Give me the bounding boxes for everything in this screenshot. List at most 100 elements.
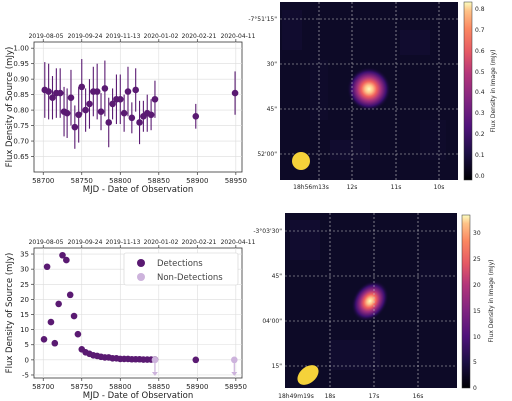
cbar-tick: 5	[473, 359, 477, 366]
cbar-tick: 0.3	[475, 110, 485, 117]
detection-point	[70, 312, 78, 320]
y-axis-label: Flux Density of Source (mJy)	[5, 253, 15, 374]
detection-point	[74, 330, 82, 338]
date-tick: 2019-09-24	[68, 33, 103, 40]
legend-detection-marker	[137, 259, 145, 267]
date-tick: 2020-01-02	[144, 33, 179, 40]
y-tick-label: -5	[22, 371, 29, 379]
y-tick-labels: -5 0 5 10 15 20 25 30 35	[20, 251, 29, 380]
background-noise	[290, 220, 450, 370]
date-tick: 2020-04-11	[221, 33, 256, 40]
x-tick-label: 58900	[186, 177, 208, 185]
y-tick-label: 10	[20, 326, 29, 334]
data-point	[116, 95, 124, 103]
y-tick-label: 0.70	[13, 138, 29, 146]
cbar-tick: 0.0	[475, 173, 485, 180]
y-tick-label: 25	[20, 281, 29, 289]
date-tick: 2020-02-21	[182, 33, 217, 40]
data-point	[147, 111, 155, 119]
x-axis-label: MJD - Date of Observation	[83, 391, 194, 401]
date-tick: 2020-04-11	[221, 239, 256, 246]
dec-tick: 04'00"	[262, 318, 282, 325]
cbar-tick: 0.4	[475, 89, 485, 96]
dec-tick: 15"	[272, 363, 283, 370]
data-marks	[40, 251, 238, 376]
detection-point	[55, 300, 62, 308]
x-tick-label: 58750	[71, 383, 93, 391]
detection-point	[66, 291, 74, 299]
data-point	[86, 100, 93, 108]
plot-area	[33, 41, 243, 173]
dec-tick: 52'00"	[257, 151, 277, 158]
y-tick-label: 20	[20, 296, 29, 304]
top-date-axis: 2019-08-05 2019-09-24 2019-11-13 2020-01…	[29, 33, 256, 40]
x-tick-labels: 58700 58750 58800 58850 58900 58950	[32, 383, 247, 391]
ra-tick: 17s	[369, 393, 380, 400]
nondetection-point	[151, 356, 159, 364]
colorbar-ticks: 0.0 0.1 0.2 0.3 0.4 0.5 0.6 0.7 0.8	[475, 6, 485, 180]
x-tick-label: 58800	[109, 177, 131, 185]
data-marks	[41, 59, 239, 149]
date-tick: 2019-11-13	[106, 33, 141, 40]
ra-tick: 16s	[413, 393, 424, 400]
coordinate-grid	[280, 2, 458, 180]
cbar-tick: 0.2	[475, 131, 485, 138]
detection-point	[51, 339, 59, 347]
y-tick-label: 0.90	[13, 76, 29, 84]
upper-limit-arrowhead	[151, 371, 158, 376]
x-tick-label: 58950	[225, 383, 247, 391]
data-point	[75, 111, 82, 119]
radio-source	[351, 280, 389, 322]
detection-point	[40, 336, 48, 343]
data-point	[136, 119, 143, 126]
cbar-tick: 0.5	[475, 69, 485, 76]
top-date-axis: 2019-08-05 2019-09-24 2019-11-13 2020-01…	[29, 239, 256, 246]
colorbar-ticks: 0 5 10 15 20 25 30	[473, 230, 481, 392]
detection-point	[63, 256, 70, 264]
date-tick: 2019-09-24	[68, 239, 103, 246]
date-tick: 2020-01-02	[144, 239, 179, 246]
detection-point	[47, 318, 55, 326]
ra-tick: 12s	[347, 184, 358, 191]
colorbar-label: Flux Density in Image (mJy)	[488, 259, 495, 342]
detection-point	[43, 263, 51, 271]
data-point	[231, 89, 239, 97]
y-tick-label: 35	[20, 251, 29, 259]
x-axis-label: MJD - Date of Observation	[83, 185, 194, 195]
x-tick-label: 58700	[32, 177, 54, 185]
data-point	[63, 109, 71, 117]
data-point	[71, 123, 79, 131]
cbar-tick: 0.6	[475, 48, 485, 55]
data-point	[128, 114, 136, 122]
data-point	[45, 88, 52, 95]
data-point	[151, 95, 159, 103]
data-point	[124, 88, 132, 95]
colorbar	[463, 1, 473, 181]
cbar-tick: 0.1	[475, 152, 485, 159]
radio-image-top: -7°51'15" 30" 45" 52'00" 18h56m13s 12s 1…	[248, 1, 497, 191]
data-point	[78, 83, 86, 91]
data-point	[192, 112, 200, 120]
background-noise	[282, 10, 446, 160]
y-tick-labels: 0.65 0.70 0.75 0.80 0.85 0.90 0.95 1.00	[13, 45, 29, 161]
data-point	[132, 86, 139, 94]
radio-image-bottom: -3°03'30" 45" 04'00" 15" 18h49m19s 18s 1…	[253, 213, 495, 400]
dec-tick: -7°51'15"	[248, 16, 277, 23]
cbar-tick: 0.7	[475, 27, 485, 34]
cbar-tick: 10	[473, 334, 481, 341]
radio-source	[347, 67, 391, 111]
data-point	[120, 109, 128, 117]
colorbar-label: Flux Density in Image (mJy)	[490, 49, 497, 132]
x-tick-label: 58800	[109, 383, 131, 391]
ra-tick: 10s	[434, 184, 445, 191]
cbar-tick: 0.8	[475, 6, 485, 13]
grid	[31, 39, 242, 175]
detection-point	[59, 251, 66, 259]
ra-tick: 11s	[391, 184, 402, 191]
y-tick-label: 0.85	[13, 91, 29, 99]
y-tick-label: 30	[20, 266, 29, 274]
cbar-tick: 0	[473, 385, 477, 392]
x-tick-label: 58750	[71, 177, 93, 185]
detection-point	[192, 356, 200, 364]
